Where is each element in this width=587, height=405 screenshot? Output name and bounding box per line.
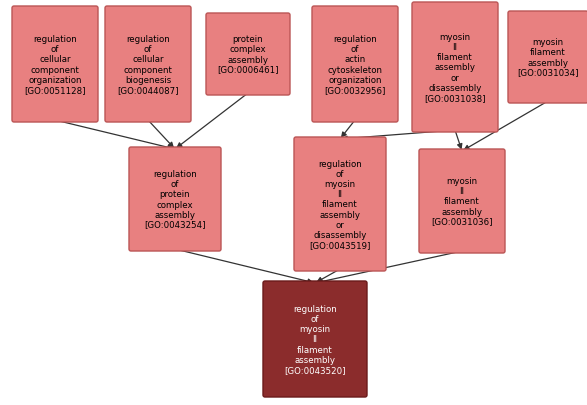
FancyBboxPatch shape [294, 138, 386, 271]
FancyBboxPatch shape [12, 7, 98, 123]
Text: regulation
of
myosin
II
filament
assembly
[GO:0043520]: regulation of myosin II filament assembl… [284, 305, 346, 374]
Text: protein
complex
assembly
[GO:0006461]: protein complex assembly [GO:0006461] [217, 35, 279, 75]
Text: regulation
of
cellular
component
biogenesis
[GO:0044087]: regulation of cellular component biogene… [117, 35, 179, 94]
FancyBboxPatch shape [105, 7, 191, 123]
Text: myosin
II
filament
assembly
or
disassembly
[GO:0031038]: myosin II filament assembly or disassemb… [424, 33, 486, 102]
Text: myosin
II
filament
assembly
[GO:0031036]: myosin II filament assembly [GO:0031036] [431, 177, 492, 226]
Text: regulation
of
myosin
II
filament
assembly
or
disassembly
[GO:0043519]: regulation of myosin II filament assembl… [309, 160, 370, 249]
FancyBboxPatch shape [206, 14, 290, 96]
Text: regulation
of
actin
cytoskeleton
organization
[GO:0032956]: regulation of actin cytoskeleton organiz… [324, 35, 386, 94]
FancyBboxPatch shape [129, 148, 221, 252]
Text: regulation
of
protein
complex
assembly
[GO:0043254]: regulation of protein complex assembly [… [144, 170, 206, 229]
FancyBboxPatch shape [312, 7, 398, 123]
FancyBboxPatch shape [419, 149, 505, 254]
FancyBboxPatch shape [263, 281, 367, 397]
Text: regulation
of
cellular
component
organization
[GO:0051128]: regulation of cellular component organiz… [24, 35, 86, 94]
FancyBboxPatch shape [412, 3, 498, 133]
FancyBboxPatch shape [508, 12, 587, 104]
Text: myosin
filament
assembly
[GO:0031034]: myosin filament assembly [GO:0031034] [517, 38, 579, 77]
